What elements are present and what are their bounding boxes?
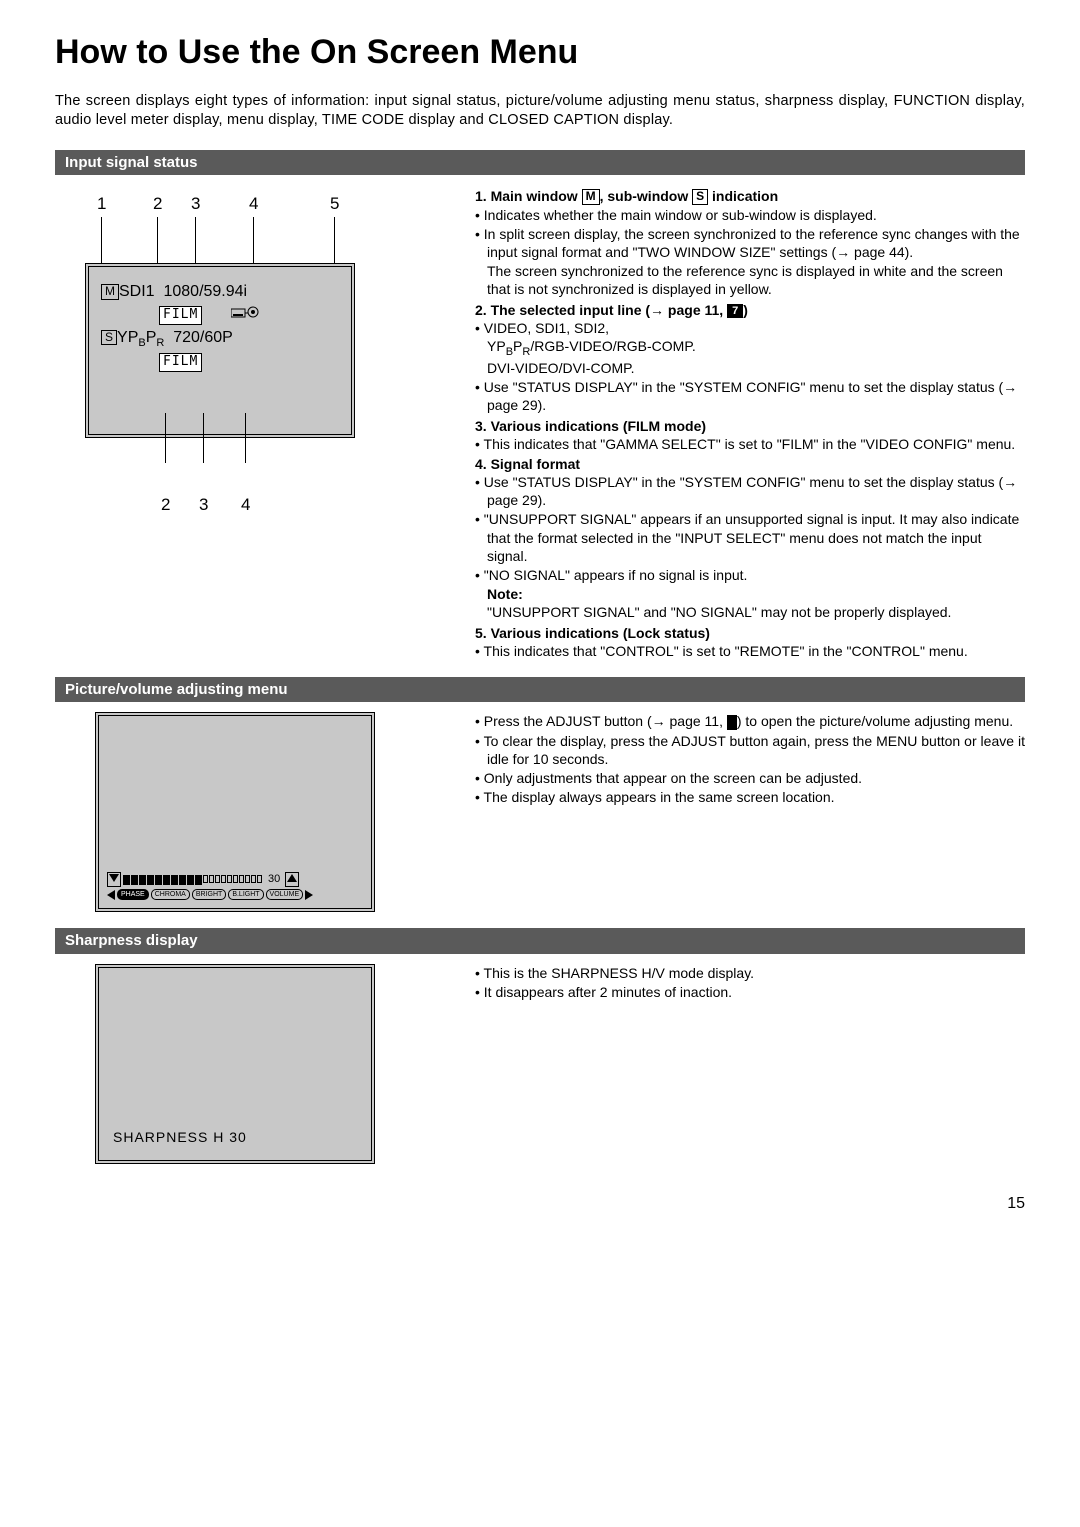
sharpness-description: This is the SHARPNESS H/V mode display. … (465, 964, 1025, 1164)
callout-b4: 4 (241, 494, 250, 516)
film-indicator-2: FILM (159, 353, 202, 372)
main-window-indicator: M (101, 284, 119, 299)
callout-3: 3 (191, 193, 200, 215)
monitor-screen: MSDI1 1080/59.94i FILM SYPBPR 720/60P FI… (85, 263, 355, 438)
sharpness-diagram: SHARPNESS H 30 (95, 964, 375, 1164)
callout-2: 2 (153, 193, 162, 215)
up-icon (285, 872, 299, 888)
callout-5: 5 (330, 193, 339, 215)
label-volume: VOLUME (266, 889, 304, 900)
left-icon (107, 890, 115, 900)
page-number: 15 (55, 1194, 1025, 1215)
label-phase: PHASE (117, 889, 149, 900)
film-indicator-1: FILM (159, 306, 202, 325)
picture-volume-diagram: 30 PHASE CHROMA BRIGHT B.LIGHT VOLUME (95, 712, 375, 912)
right-icon (305, 890, 313, 900)
sub-window-indicator: S (101, 330, 117, 345)
lock-icon (231, 306, 259, 323)
page-title: How to Use the On Screen Menu (55, 30, 1025, 74)
callout-4: 4 (249, 193, 258, 215)
callout-1: 1 (97, 193, 106, 215)
label-blight: B.LIGHT (228, 889, 263, 900)
level-bar (123, 875, 263, 885)
picture-volume-description: Press the ADJUST button (→ page 11, 9) t… (465, 712, 1025, 912)
callout-b3: 3 (199, 494, 208, 516)
input-signal-description: 1. Main window M, sub-window S indicatio… (465, 185, 1025, 661)
input-signal-diagram: 1 2 3 4 5 MSDI1 1080/59.94i FILM (85, 193, 425, 518)
callout-b2: 2 (161, 494, 170, 516)
sharpness-text: SHARPNESS H 30 (113, 1128, 247, 1146)
section-heading-input-signal: Input signal status (55, 150, 1025, 176)
label-bright: BRIGHT (192, 889, 226, 900)
intro-text: The screen displays eight types of infor… (55, 92, 1025, 130)
down-icon (107, 872, 121, 888)
section-heading-sharpness: Sharpness display (55, 928, 1025, 954)
bar-value: 30 (268, 872, 280, 886)
label-chroma: CHROMA (151, 889, 190, 900)
section-heading-picture-volume: Picture/volume adjusting menu (55, 677, 1025, 703)
